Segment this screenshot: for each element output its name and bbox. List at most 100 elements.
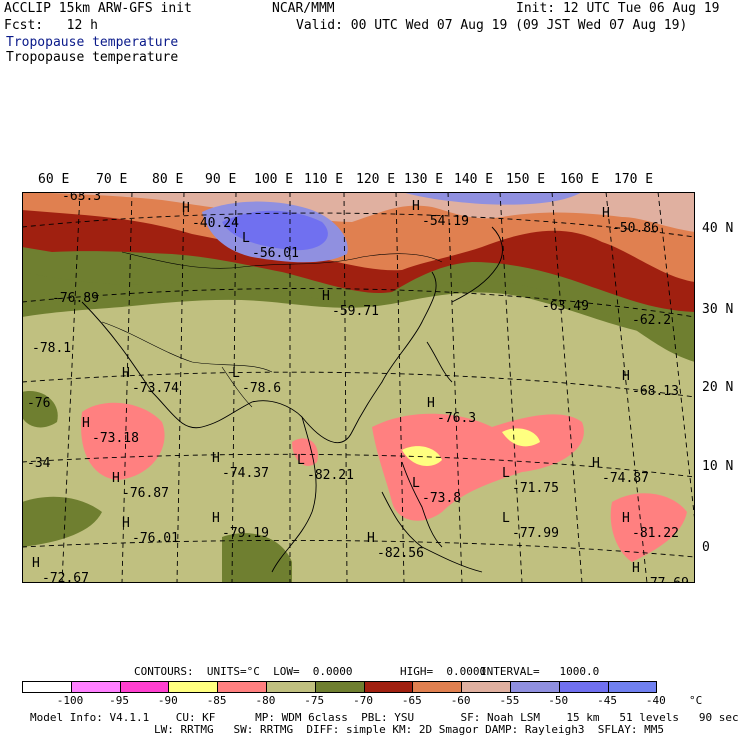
- extremum-value: -76.87: [122, 486, 169, 501]
- extremum-marker: H: [427, 396, 435, 411]
- colorbar-label: -45: [597, 694, 617, 707]
- extremum-value: -73.18: [92, 431, 139, 446]
- longitude-label: 110 E: [304, 172, 344, 187]
- colorbar-label: -65: [401, 694, 422, 707]
- coastlines: [81, 226, 503, 573]
- band-60-65: [22, 192, 695, 282]
- latitude-label: 30 N: [702, 302, 734, 317]
- colorbar-label: -95: [109, 694, 129, 707]
- latitude-label: 0: [702, 540, 710, 555]
- extremum-value: -77.99: [512, 526, 559, 541]
- extremum-marker: L: [242, 231, 250, 246]
- extremum-marker: H: [82, 416, 90, 431]
- colorbar-swatch: [412, 681, 463, 693]
- longitude-label: 120 E: [356, 172, 396, 187]
- extremum-marker: H: [322, 289, 330, 304]
- organization: NCAR/MMM: [272, 1, 335, 16]
- extremum-value: -59.71: [332, 304, 379, 319]
- longitude-label: 130 E: [404, 172, 444, 187]
- forecast-hour: Fcst: 12 h: [4, 18, 98, 33]
- extremum-marker: H: [32, 556, 40, 571]
- field-title: Tropopause temperature: [6, 35, 179, 50]
- extremum-value: -78.6: [242, 381, 281, 396]
- extremum-marker: H: [112, 471, 120, 486]
- extremum-value: -76.89: [52, 291, 99, 306]
- colorbar-label: -85: [206, 694, 227, 707]
- extremum-value: -63.49: [542, 299, 589, 314]
- extremum-marker: H: [122, 516, 130, 531]
- extremum-value: -62.2: [632, 313, 671, 328]
- country-borders: [101, 251, 443, 408]
- extremum-marker: L: [232, 366, 240, 381]
- graticule: [22, 192, 695, 583]
- extremum-value: -76.3: [437, 411, 476, 426]
- model-info-line1: Model Info: V4.1.1 CU: KF MP: WDM 6class…: [30, 711, 739, 724]
- colorbar-swatch: [461, 681, 511, 693]
- model-info-line2: LW: RRTMG SW: RRTMG DIFF: simple KM: 2D …: [154, 723, 664, 736]
- longitude-label: 90 E: [205, 172, 237, 187]
- extremum-marker: H: [622, 511, 630, 526]
- extremum-value: -74.87: [602, 471, 649, 486]
- colorbar-swatch: [217, 681, 267, 693]
- colorbar-swatch: [314, 681, 365, 693]
- extremum-value: -54.19: [422, 214, 469, 229]
- extremum-marker: H: [412, 199, 420, 214]
- extremum-value: -56.01: [252, 246, 299, 261]
- longitude-label: 170 E: [614, 172, 654, 187]
- extremum-marker: H: [212, 451, 220, 466]
- extremum-marker: L: [502, 511, 510, 526]
- longitude-label: 60 E: [38, 172, 70, 187]
- colorbar-label: -90: [157, 694, 178, 707]
- extremum-value: -82.56: [377, 546, 424, 561]
- colorbar-swatch: [70, 681, 121, 693]
- colorbar-swatch: [558, 681, 609, 693]
- extremum-marker: H: [367, 531, 375, 546]
- extremum-value: -73.74: [132, 381, 179, 396]
- extremum-value: -71.75: [512, 481, 559, 496]
- extremum-marker: H: [212, 511, 220, 526]
- extremum-value: -77.69: [642, 576, 689, 583]
- extremum-marker: L: [412, 476, 420, 491]
- longitude-label: 150 E: [506, 172, 546, 187]
- extremum-value: -68.13: [632, 384, 679, 399]
- colorbar-label: -75: [304, 694, 325, 707]
- tropopause-temperature-map: -63.3H-40.24L-56.01H-54.19H-50.86-76.89 H…: [22, 192, 695, 583]
- extremum-value: -82.21: [307, 468, 354, 483]
- extremum-marker: H: [632, 561, 640, 576]
- colorbar-swatch: [607, 681, 658, 693]
- valid-time: Valid: 00 UTC Wed 07 Aug 19 (09 JST Wed …: [296, 18, 688, 33]
- contour-high: HIGH= 0.0000: [400, 665, 487, 678]
- colorbar-swatch: [266, 681, 316, 693]
- longitude-label: 160 E: [560, 172, 600, 187]
- extremum-marker: H: [592, 456, 600, 471]
- extremum-value: -78.1: [32, 341, 71, 356]
- extremum-value: -50.86: [612, 221, 659, 236]
- contour-info: CONTOURS: UNITS=°C LOW= 0.0000: [134, 665, 353, 678]
- latitude-label: 20 N: [702, 380, 734, 395]
- extremum-value: -76: [27, 396, 50, 411]
- contour-interval: INTERVAL= 1000.0: [480, 665, 600, 678]
- longitude-label: 140 E: [454, 172, 494, 187]
- colorbar-label: -55: [499, 694, 520, 707]
- latitude-label: 10 N: [702, 459, 734, 474]
- latitude-label: 40 N: [702, 221, 734, 236]
- colorbar-label: -80: [255, 694, 276, 707]
- model-title: ACCLIP 15km ARW-GFS init: [4, 1, 192, 16]
- colorbar-swatch: [22, 681, 72, 693]
- extremum-marker: H: [602, 206, 610, 221]
- extremum-value: -73.8: [422, 491, 461, 506]
- longitude-label: 100 E: [254, 172, 294, 187]
- colorbar-unit: °C: [689, 694, 703, 707]
- extremum-marker: L: [297, 453, 305, 468]
- colorbar-swatch: [168, 681, 219, 693]
- colorbar-label: -70: [353, 694, 373, 707]
- extrema-labels: -63.3H-40.24L-56.01H-54.19H-50.86-76.89 H…: [27, 192, 689, 583]
- extremum-value: -81.22: [632, 526, 679, 541]
- extremum-value: -72.67: [42, 571, 89, 583]
- extremum-value: -63.3: [62, 192, 101, 204]
- colorbar-label: -100: [56, 694, 84, 707]
- extremum-value: -74.37: [222, 466, 269, 481]
- extremum-value: -79.19: [222, 526, 269, 541]
- init-time: Init: 12 UTC Tue 06 Aug 19: [516, 1, 720, 16]
- colorbar-swatch: [363, 681, 414, 693]
